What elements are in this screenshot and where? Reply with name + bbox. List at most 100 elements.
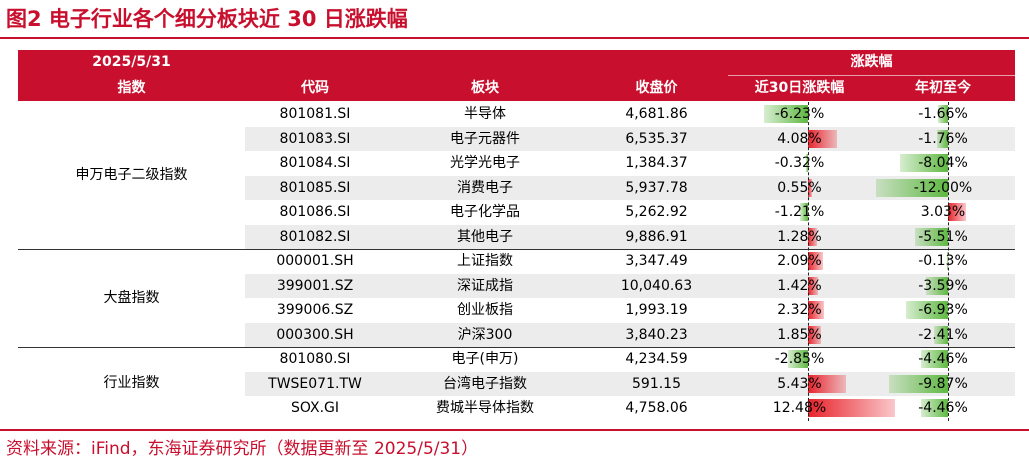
ytd-axis — [948, 102, 949, 421]
d30-cell: 0.55% — [777, 179, 822, 196]
sector-cell: 深证成指 — [457, 277, 513, 294]
header-date: 2025/5/31 — [92, 54, 171, 70]
table-row: SOX.GI 费城半导体指数 4,758.06 12.48% -4.46% — [18, 396, 1015, 421]
ytd-cell: 3.03% — [920, 204, 966, 220]
ytd-bar — [938, 105, 948, 123]
ytd-bar — [933, 325, 948, 344]
row-shade — [245, 371, 1015, 396]
sector-cell: 电子元器件 — [450, 130, 520, 147]
table-row: 801080.SI 电子(申万) 4,234.59 -2.85% -4.46% — [18, 347, 1015, 372]
row-shade — [245, 224, 1015, 249]
d30-cell: -2.85% — [774, 351, 825, 367]
table-row: 801081.SI 半导体 4,681.86 -6.23% -1.66% — [18, 102, 1015, 127]
table-row: 801084.SI 光学光电子 1,384.37 -0.32% -8.04% — [18, 151, 1015, 176]
close-cell: 4,681.86 — [625, 106, 688, 122]
d30-bar — [808, 399, 896, 417]
source-note: 资料来源：iFind，东海证券研究所（数据更新至 2025/5/31） — [6, 439, 479, 459]
ytd-bar — [906, 301, 948, 319]
d30-axis — [808, 102, 809, 421]
d30-cell: 12.48% — [772, 400, 827, 416]
close-cell: 10,040.63 — [620, 277, 693, 294]
group-label: 行业指数 — [103, 375, 160, 391]
header-divider — [728, 75, 1015, 76]
ytd-bar — [914, 227, 948, 246]
code-cell: 000001.SH — [276, 253, 354, 269]
d30-cell: 1.42% — [777, 277, 822, 294]
header-col-ytd: 年初至今 — [915, 80, 971, 96]
ytd-bar — [921, 350, 948, 368]
ytd-cell: -1.66% — [918, 106, 968, 122]
sector-cell: 电子(申万) — [451, 351, 519, 367]
group-label: 大盘指数 — [103, 290, 160, 306]
d30-bar — [764, 105, 808, 123]
ytd-bar — [876, 178, 948, 197]
table-row: 801085.SI 消费电子 5,937.78 0.55% -12.00% — [18, 175, 1015, 200]
close-cell: 4,758.06 — [625, 400, 688, 416]
ytd-bar — [947, 252, 948, 270]
close-cell: 3,840.23 — [625, 326, 688, 343]
sector-cell: 创业板指 — [457, 302, 513, 318]
sector-cell: 费城半导体指数 — [436, 400, 534, 416]
table-row: 000001.SH 上证指数 3,347.49 2.09% -0.13% — [18, 249, 1015, 274]
d30-bar — [808, 227, 817, 246]
ytd-cell: -3.59% — [918, 277, 968, 294]
code-cell: 801084.SI — [279, 155, 351, 171]
code-cell: 399001.SZ — [276, 277, 354, 294]
header-col-sector: 板块 — [471, 80, 499, 96]
d30-bar — [808, 252, 823, 270]
ytd-cell: -2.41% — [918, 326, 968, 343]
ytd-bar — [948, 203, 967, 221]
table-row: 399001.SZ 深证成指 10,040.63 1.42% -3.59% — [18, 273, 1015, 298]
code-cell: 000300.SH — [276, 326, 354, 343]
sector-cell: 光学光电子 — [450, 155, 520, 171]
code-cell: SOX.GI — [290, 400, 340, 416]
d30-bar — [808, 178, 812, 197]
code-cell: 801082.SI — [279, 228, 351, 245]
d30-bar — [808, 276, 818, 295]
d30-cell: 1.85% — [777, 326, 822, 343]
group-separator — [18, 347, 1015, 348]
d30-bar — [808, 325, 821, 344]
header-col-code: 代码 — [301, 80, 329, 96]
sector-cell: 其他电子 — [457, 228, 513, 245]
code-cell: 801085.SI — [279, 179, 351, 196]
table-row: TWSE071.TW 台湾电子指数 591.15 5.43% -9.87% — [18, 371, 1015, 396]
close-cell: 1,993.19 — [625, 302, 688, 318]
ytd-cell: -8.04% — [918, 155, 968, 171]
d30-bar — [808, 374, 846, 393]
bottom-rule — [0, 429, 1029, 431]
d30-bar — [805, 154, 808, 172]
code-cell: 801081.SI — [279, 106, 351, 122]
table-header: 2025/5/31 涨跌幅 指数 代码 板块 收盘价 近30日涨跌幅 年初至今 — [18, 50, 1015, 101]
close-cell: 5,937.78 — [625, 179, 688, 196]
ytd-cell: -0.13% — [918, 253, 968, 269]
d30-bar — [799, 203, 808, 221]
code-cell: 801086.SI — [279, 204, 351, 220]
title-rule — [0, 37, 1029, 39]
ytd-cell: -4.46% — [918, 351, 968, 367]
d30-bar — [808, 301, 825, 319]
sector-cell: 台湾电子指数 — [443, 375, 527, 392]
d30-cell: 2.32% — [777, 302, 822, 318]
close-cell: 6,535.37 — [625, 130, 688, 147]
page-title: 图2 电子行业各个细分板块近 30 日涨跌幅 — [6, 7, 408, 31]
close-cell: 9,886.91 — [625, 228, 688, 245]
table-row: 801086.SI 电子化学品 5,262.92 -1.21% 3.03% — [18, 200, 1015, 225]
code-cell: TWSE071.TW — [268, 375, 362, 392]
close-cell: 1,384.37 — [625, 155, 688, 171]
sector-cell: 半导体 — [464, 106, 506, 122]
d30-cell: 2.09% — [777, 253, 822, 269]
sector-cell: 电子化学品 — [450, 204, 520, 220]
d30-cell: 5.43% — [777, 375, 822, 392]
ytd-bar — [899, 154, 948, 172]
d30-cell: -1.21% — [774, 204, 825, 220]
group-separator — [18, 249, 1015, 250]
d30-cell: 1.28% — [777, 228, 822, 245]
d30-cell: -6.23% — [774, 106, 825, 122]
ytd-cell: -9.87% — [918, 375, 968, 392]
ytd-cell: -1.76% — [918, 130, 968, 147]
ytd-cell: -5.51% — [918, 228, 968, 245]
ytd-bar — [888, 374, 948, 393]
code-cell: 801080.SI — [279, 351, 351, 367]
sector-cell: 上证指数 — [457, 253, 513, 269]
